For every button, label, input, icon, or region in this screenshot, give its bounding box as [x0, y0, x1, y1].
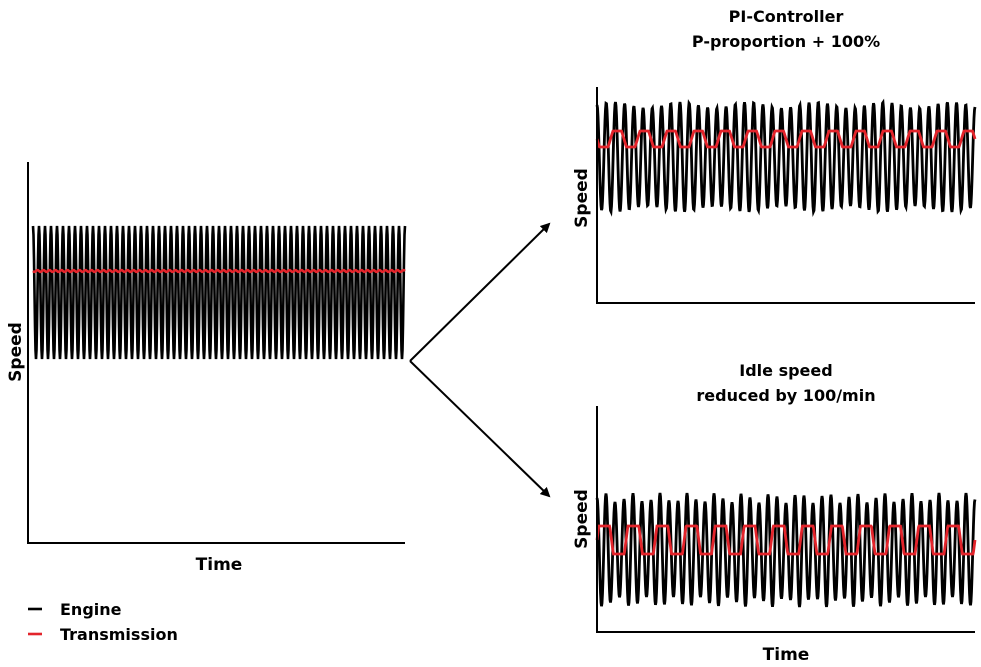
- pi-controller-y-axis-label: Speed: [572, 168, 592, 228]
- baseline-engine-line: [31, 225, 407, 360]
- idle-speed-title-line2: reduced by 100/min: [696, 386, 875, 405]
- idle-speed-axes: [596, 406, 975, 633]
- idle-speed-engine-line: [595, 492, 977, 608]
- baseline-plot-area: [31, 225, 407, 360]
- pi-controller-title-line2: P-proportion + 100%: [692, 32, 880, 51]
- pi-controller-panel: PI-Controller P-proportion + 100% Speed: [572, 7, 977, 304]
- legend-engine-label: Engine: [60, 600, 122, 619]
- idle-speed-title-line1: Idle speed: [739, 361, 832, 380]
- legend-transmission-label: Transmission: [60, 625, 178, 644]
- idle-speed-plot-area: [595, 492, 977, 608]
- baseline-transmission-line: [32, 268, 406, 274]
- baseline-y-axis-label: Speed: [6, 322, 26, 382]
- arrow-to-idle-speed: [409, 360, 551, 498]
- baseline-axes: [27, 162, 405, 544]
- baseline-panel: Speed Time: [6, 162, 407, 575]
- idle-speed-panel: Idle speed reduced by 100/min Speed Time: [572, 361, 977, 665]
- idle-speed-y-axis-label: Speed: [572, 489, 592, 549]
- pi-controller-transmission-line: [595, 129, 977, 149]
- pi-controller-title-line1: PI-Controller: [729, 7, 844, 26]
- arrow-to-pi-controller: [409, 222, 551, 362]
- idle-speed-x-axis-label: Time: [763, 645, 810, 665]
- baseline-x-axis-label: Time: [196, 555, 243, 575]
- pi-controller-axes: [596, 87, 975, 304]
- pi-controller-engine-line: [595, 98, 977, 218]
- idle-speed-transmission-line: [595, 524, 977, 556]
- legend: Engine Transmission: [28, 600, 178, 644]
- pi-controller-plot-area: [595, 98, 977, 218]
